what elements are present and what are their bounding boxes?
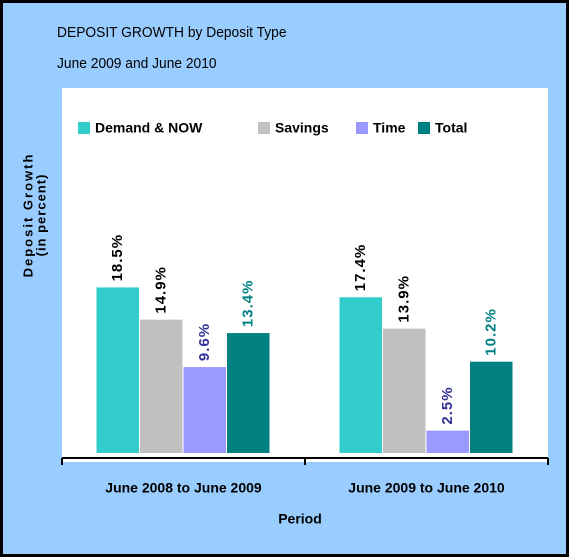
data-label: 17.4% [352,244,369,292]
bar [339,297,382,453]
legend-swatch [78,122,90,134]
legend-swatch [418,122,430,134]
bar [183,367,226,453]
x-tick-label: June 2008 to June 2009 [105,480,262,496]
bar [426,430,469,453]
legend-label: Savings [275,120,329,136]
x-tick-label: June 2009 to June 2010 [348,480,505,496]
data-label: 10.2% [483,308,500,356]
data-label: 13.9% [396,275,413,323]
bar [470,361,513,453]
data-label: 18.5% [109,234,126,282]
data-label: 2.5% [439,386,456,424]
data-label: 13.4% [240,280,257,328]
legend-swatch [258,122,270,134]
legend-label: Demand & NOW [95,120,203,136]
x-axis-label: Period [278,511,322,527]
y-axis-label: (in percent) [33,174,48,257]
legend-label: Time [373,120,406,136]
bar [96,287,139,453]
data-label: 14.9% [153,266,170,314]
chart-title: DEPOSIT GROWTH by Deposit Type [57,24,286,41]
chart-subtitle: June 2009 and June 2010 [57,55,217,72]
legend-label: Total [435,120,467,136]
legend-swatch [356,122,368,134]
data-label: 9.6% [196,323,213,361]
y-axis-label: Deposit Growth [20,153,35,278]
bar [140,319,183,453]
bar [383,328,426,453]
bar [227,333,270,453]
